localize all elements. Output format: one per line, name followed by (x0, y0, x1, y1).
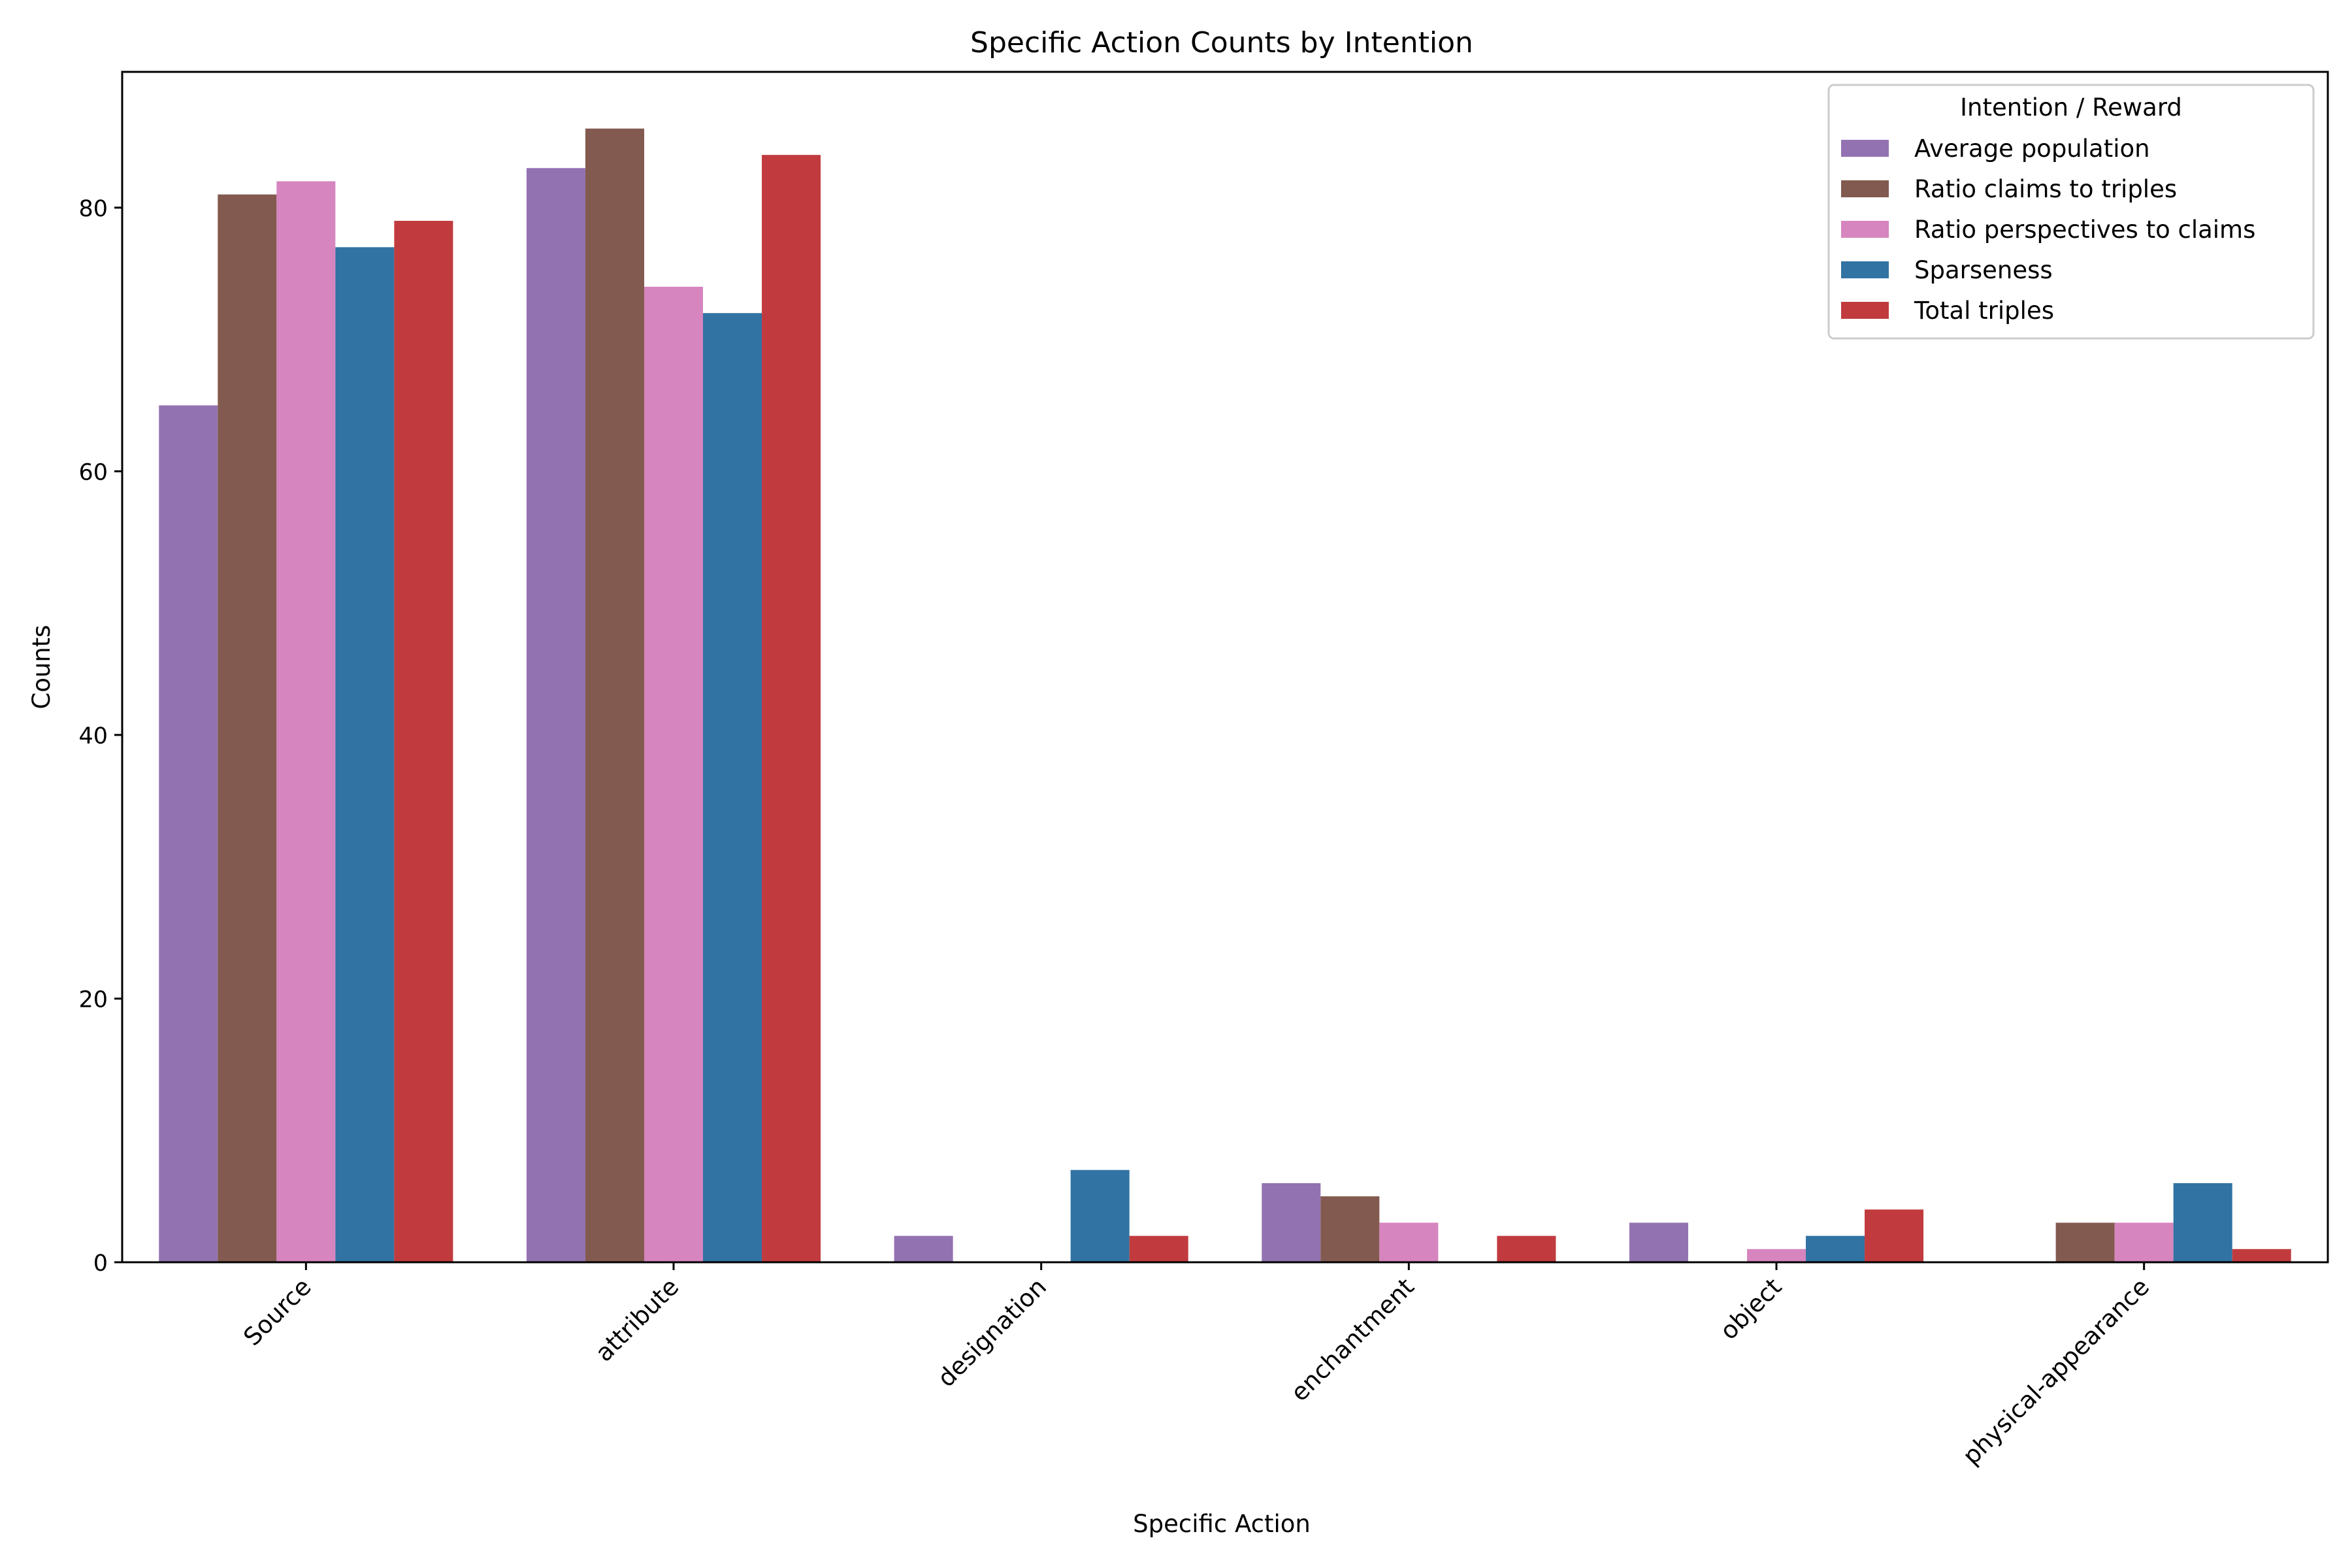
legend-title: Intention / Reward (1960, 93, 2182, 122)
x-tick-label: designation (932, 1273, 1052, 1392)
bar (394, 221, 453, 1263)
chart-title: Specific Action Counts by Intention (970, 26, 1473, 59)
plot-area (121, 71, 2329, 1264)
x-tick-label: physical-appearance (1957, 1273, 2155, 1470)
y-tick-label: 80 (78, 196, 108, 222)
legend-swatch (1841, 221, 1889, 238)
bar (1262, 1183, 1321, 1262)
x-axis-label: Specific Action (1133, 1510, 1311, 1538)
x-tick-label: object (1714, 1273, 1787, 1345)
x-axis: Source attribute designation enchantment obj… (238, 1262, 2155, 1470)
y-axis-label: Counts (27, 625, 56, 709)
legend-label: Ratio claims to triples (1914, 175, 2177, 203)
bar (2055, 1222, 2115, 1262)
legend-swatch (1841, 140, 1889, 157)
bar (2114, 1222, 2174, 1262)
legend-swatch (1841, 180, 1889, 197)
bar (159, 405, 218, 1262)
bar (1497, 1235, 1556, 1262)
bar (585, 128, 644, 1262)
legend-label: Sparseness (1914, 256, 2053, 284)
bar (1320, 1196, 1380, 1262)
bar (644, 286, 704, 1262)
legend-label: Average population (1914, 135, 2150, 163)
bar (218, 194, 277, 1262)
legend-swatch (1841, 261, 1889, 278)
legend-label: Total triples (1914, 297, 2054, 325)
legend-items: Average population Ratio claims to triple… (1841, 135, 2255, 325)
axes-frame (121, 71, 2329, 1264)
bar (1746, 1249, 1806, 1262)
y-axis: 0 20 40 60 80 (78, 196, 122, 1277)
y-tick-label: 0 (93, 1250, 108, 1277)
bar (1806, 1235, 1865, 1262)
x-tick-label: Source (238, 1273, 316, 1351)
legend: Intention / Reward Average population Rat… (1827, 84, 2315, 340)
bar (1865, 1209, 1924, 1262)
x-tick-label: enchantment (1285, 1273, 1419, 1407)
bar (1070, 1169, 1130, 1262)
bar (1379, 1222, 1439, 1262)
bar (1129, 1235, 1188, 1262)
bar (894, 1235, 953, 1262)
y-tick-label: 20 (78, 987, 108, 1013)
legend-label: Ratio perspectives to claims (1914, 216, 2255, 244)
y-tick-label: 60 (78, 459, 108, 485)
bar (2173, 1183, 2232, 1262)
y-tick-label: 40 (78, 723, 108, 749)
bar (335, 247, 395, 1263)
x-tick-label: attribute (590, 1273, 685, 1367)
bar (703, 313, 762, 1262)
bar (2232, 1249, 2291, 1262)
bar (276, 181, 336, 1262)
bar (526, 168, 585, 1262)
legend-swatch (1841, 302, 1889, 319)
legend-frame (1827, 84, 2315, 340)
bar (762, 155, 821, 1263)
bars-group (159, 128, 2291, 1263)
bar (1629, 1222, 1688, 1262)
